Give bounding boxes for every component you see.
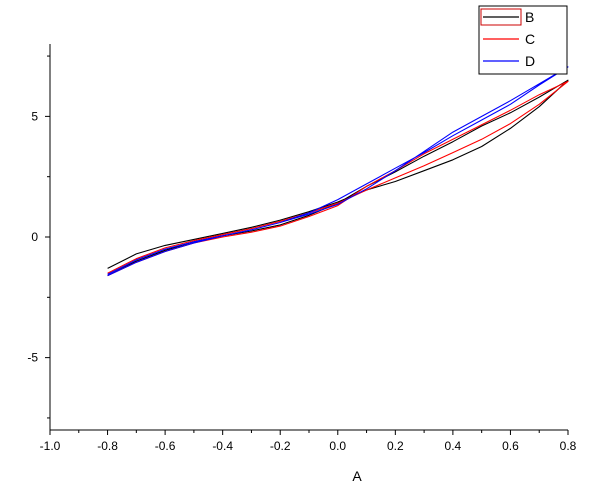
x-tick-label: -1.0: [40, 439, 61, 453]
y-tick-label: 0: [31, 230, 38, 244]
x-tick-label: -0.8: [97, 439, 118, 453]
legend-box: [478, 5, 568, 75]
x-tick-label: 0.4: [445, 439, 462, 453]
x-axis-ticks: -1.0 -0.8 -0.6 -0.4 -0.2 0.0 0.2 0.4 0.6 0.8: [40, 430, 577, 453]
y-tick-label: -5: [27, 351, 38, 365]
x-tick-label: 0.8: [560, 439, 577, 453]
series-line-c: [107, 80, 569, 277]
legend-selection-frame: [480, 8, 522, 26]
x-tick-label: -0.6: [155, 439, 176, 453]
plot-lines: [107, 66, 569, 277]
y-axis-ticks: 5 0 -5: [27, 55, 50, 419]
x-tick-label: 0.0: [329, 439, 346, 453]
x-axis-title: A: [352, 468, 362, 484]
x-tick-label: -0.4: [212, 439, 233, 453]
legend: BCD: [478, 5, 568, 75]
y-tick-label: 5: [31, 109, 38, 123]
series-line-d: [107, 66, 569, 277]
legend-label-c: C: [525, 31, 535, 47]
legend-label-b: B: [525, 9, 534, 25]
series-line-b: [107, 79, 569, 277]
x-tick-label: 0.6: [502, 439, 519, 453]
x-tick-label: 0.2: [387, 439, 404, 453]
legend-label-d: D: [525, 53, 535, 69]
x-tick-label: -0.2: [270, 439, 291, 453]
